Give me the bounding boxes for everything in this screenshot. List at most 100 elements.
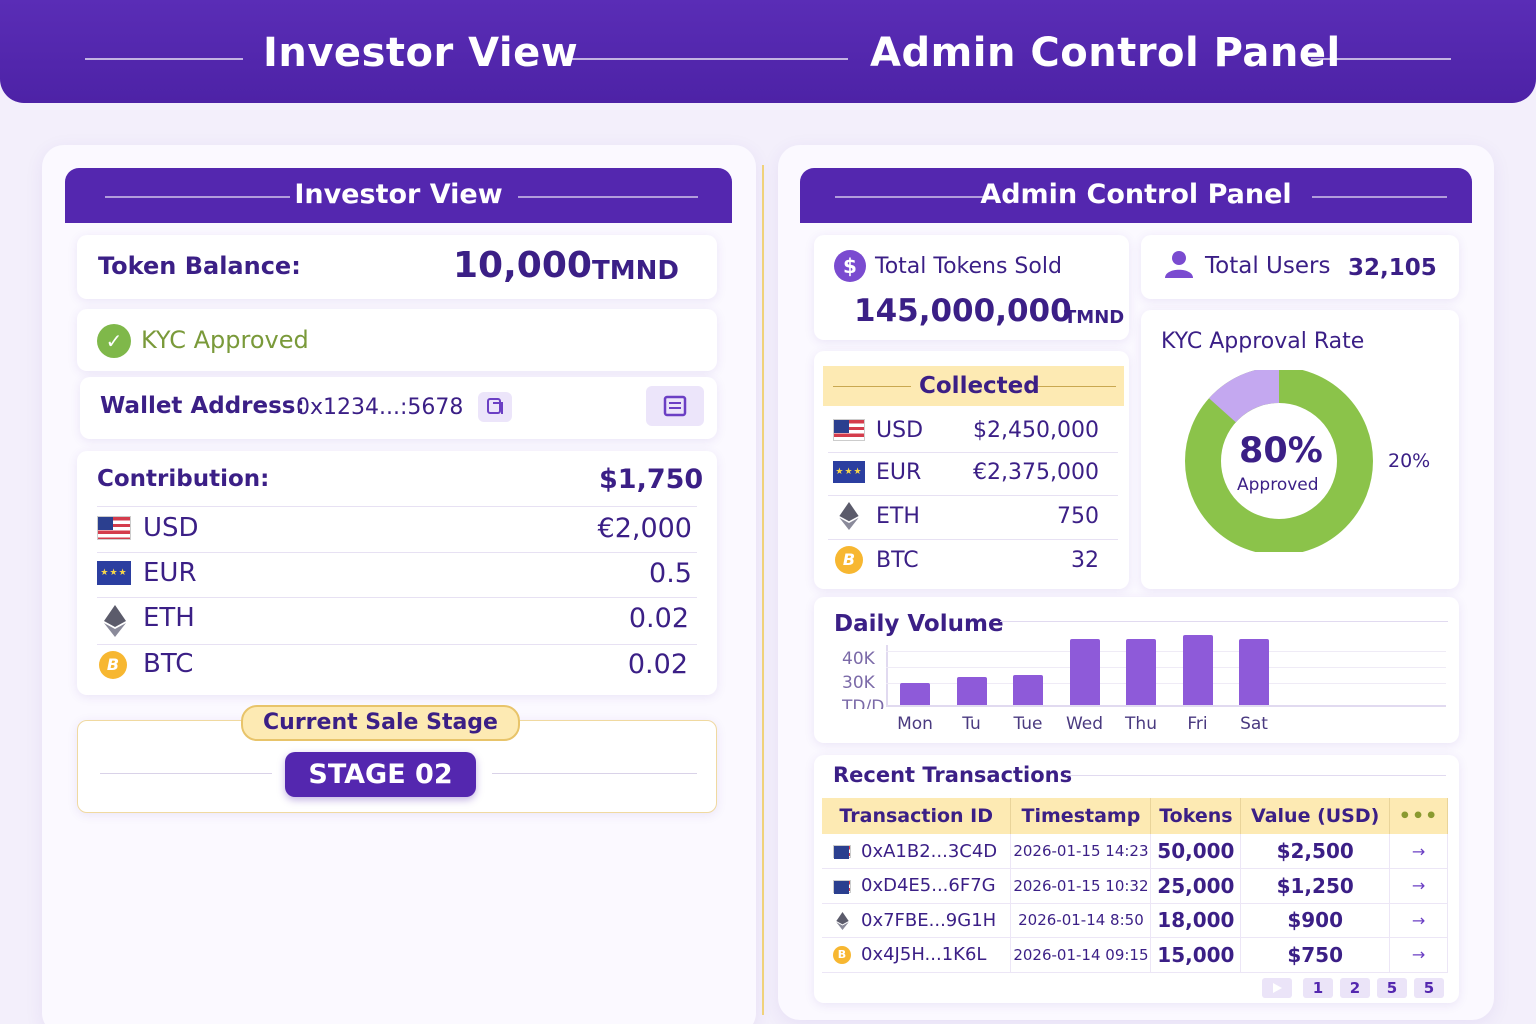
tx-tokens: 18,000 [1150, 903, 1242, 938]
more-options-icon[interactable]: ••• [1389, 798, 1448, 834]
header-line [833, 386, 911, 387]
btc-icon: B [835, 546, 863, 574]
arrow-right-icon[interactable]: → [1389, 834, 1448, 869]
eth-icon [839, 502, 859, 530]
collected-value: 750 [1057, 504, 1099, 529]
row-divider [97, 552, 697, 553]
x-axis [886, 705, 1446, 707]
tx-tokens: 50,000 [1150, 834, 1242, 869]
x-tick-label: Tu [962, 714, 981, 734]
pagination-page-button[interactable]: 5 [1414, 978, 1444, 998]
chart-bar [956, 677, 987, 705]
chart-bar [1182, 635, 1213, 705]
pagination-page-button[interactable]: 2 [1340, 978, 1370, 998]
chart-bar [1239, 639, 1269, 705]
collected-currency: ETH [876, 504, 920, 529]
arrow-right-icon[interactable]: → [1389, 868, 1448, 904]
total-tokens-unit: TMND [1064, 307, 1125, 328]
eth-icon [836, 911, 849, 930]
chart-bar [1126, 639, 1156, 705]
tx-id[interactable]: 0xA1B2...3C4D [861, 840, 998, 862]
pagination-prev-button[interactable] [1262, 978, 1292, 998]
tx-timestamp: 2026-01-15 14:23 [1010, 834, 1152, 869]
row-divider [97, 597, 697, 598]
row-divider [97, 644, 697, 645]
col-header-tokens[interactable]: Tokens [1150, 798, 1242, 834]
header-line [1312, 196, 1447, 198]
contribution-currency: USD [143, 513, 199, 543]
list-icon[interactable] [646, 386, 704, 426]
transactions-table: Transaction ID Timestamp Tokens Value (U… [822, 798, 1448, 973]
collected-currency: BTC [876, 548, 919, 573]
banner-admin-title: Admin Control Panel [870, 30, 1341, 76]
stage-line [492, 773, 697, 774]
tx-timestamp: 2026-01-14 09:15 [1010, 937, 1152, 973]
header-line [835, 196, 987, 198]
tx-timestamp: 2026-01-14 8:50 [1010, 903, 1152, 938]
col-header-value[interactable]: Value (USD) [1240, 798, 1391, 834]
admin-panel-title: Admin Control Panel [980, 179, 1292, 210]
wallet-address: 0x1234...:5678 [296, 395, 464, 420]
dollar-icon: $ [834, 250, 866, 282]
row-divider [97, 506, 697, 507]
banner-divider [568, 58, 848, 60]
chart-bar [1069, 639, 1100, 705]
token-balance-card: Token Balance: 10,000 TMND [77, 235, 717, 299]
x-tick-label: Thu [1125, 714, 1157, 734]
top-banner: Investor View Admin Control Panel [0, 0, 1536, 103]
stage-line [100, 773, 272, 774]
total-users-value: 32,105 [1348, 255, 1437, 281]
table-row[interactable]: 0xA1B2...3C4D 2026-01-15 14:23 50,000 $2,50… [822, 834, 1448, 869]
us-flag-icon [97, 516, 131, 540]
collected-value: 32 [1071, 548, 1099, 573]
grid-line [886, 651, 1446, 652]
tx-id[interactable]: 0x7FBE...9G1H [861, 909, 997, 931]
copy-icon[interactable] [478, 392, 512, 422]
total-tokens-value: 145,000,000 [854, 293, 1072, 329]
kyc-other-pct: 20% [1388, 450, 1431, 472]
title-line [1066, 775, 1446, 776]
table-row[interactable]: 0xD4E5...6F7G 2026-01-15 10:32 25,000 $1,25… [822, 868, 1448, 904]
total-users-label: Total Users [1205, 253, 1331, 279]
total-tokens-label: Total Tokens Sold [875, 254, 1062, 279]
arrow-right-icon[interactable]: → [1389, 937, 1448, 973]
pagination-page-button[interactable]: 5 [1377, 978, 1407, 998]
x-tick-label: Wed [1065, 714, 1104, 734]
title-line [1000, 621, 1448, 622]
us-flag-icon [833, 419, 865, 441]
contribution-currency: ETH [143, 603, 195, 633]
x-tick-label: Mon [897, 714, 933, 734]
eu-flag-icon: ★★★ [97, 561, 131, 585]
us-flag-icon [833, 845, 851, 859]
pagination-page-button[interactable]: 1 [1303, 978, 1333, 998]
stage-button[interactable]: STAGE 02 [285, 752, 476, 797]
panel-divider [762, 165, 764, 1015]
chart-bar [1013, 675, 1043, 705]
sale-stage-label: Current Sale Stage [241, 705, 520, 741]
banner-investor-title: Investor View [263, 30, 579, 76]
banner-divider [1311, 58, 1451, 60]
tx-value: $1,250 [1240, 868, 1391, 904]
tx-id[interactable]: 0x4J5H...1K6L [861, 944, 987, 966]
col-header-timestamp[interactable]: Timestamp [1010, 798, 1152, 834]
collected-currency: EUR [876, 460, 922, 485]
banner-divider [85, 58, 243, 60]
tx-timestamp: 2026-01-15 10:32 [1010, 868, 1152, 904]
tx-id[interactable]: 0xD4E5...6F7G [861, 875, 996, 897]
header-line [518, 196, 698, 198]
y-axis [886, 645, 888, 707]
x-tick-label: Sat [1240, 714, 1268, 734]
contribution-value: 0.5 [649, 558, 692, 589]
kyc-approval-title: KYC Approval Rate [1161, 329, 1365, 354]
col-header-id[interactable]: Transaction ID [822, 798, 1012, 834]
row-divider [828, 539, 1118, 540]
table-row[interactable]: 0x7FBE...9G1H 2026-01-14 8:50 18,000 $900 → [822, 903, 1448, 938]
table-row[interactable]: B 0x4J5H...1K6L 2026-01-14 09:15 15,000 $750… [822, 937, 1448, 973]
donut-pending-segment [1208, 370, 1280, 423]
row-divider [828, 452, 1118, 453]
arrow-right-icon[interactable]: → [1389, 903, 1448, 938]
y-tick-label: 30K [842, 673, 875, 693]
chart-title: Daily Volume [834, 611, 1004, 637]
tx-tokens: 15,000 [1150, 937, 1242, 973]
collected-card: Collected USD $2,450,000 ★★★ EUR €2,375,… [814, 351, 1129, 589]
